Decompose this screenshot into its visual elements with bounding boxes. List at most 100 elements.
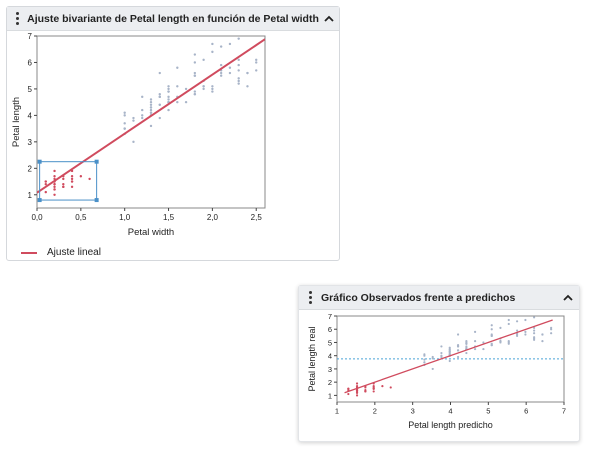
data-point bbox=[423, 361, 426, 364]
bivariate-fit-panel: Ajuste bivariante de Petal length en fun… bbox=[6, 6, 340, 261]
data-point bbox=[550, 326, 553, 330]
data-point bbox=[237, 58, 240, 62]
data-point bbox=[193, 90, 197, 93]
data-point bbox=[440, 354, 443, 357]
data-point bbox=[490, 334, 493, 337]
observed-vs-predicted-chart[interactable]: 1 2 3 4 5 6 7 1 2 3 4 5 6 7 Petal length predicho Petal… bbox=[299, 310, 579, 442]
data-point bbox=[167, 85, 170, 88]
data-point bbox=[533, 332, 536, 335]
data-point bbox=[440, 345, 443, 348]
data-point bbox=[490, 344, 493, 347]
data-point bbox=[167, 95, 170, 99]
data-point bbox=[482, 341, 485, 344]
data-point bbox=[202, 87, 205, 91]
y-tick-label: 7 bbox=[328, 312, 332, 321]
data-point bbox=[550, 332, 553, 335]
selection-handle bbox=[94, 159, 99, 164]
chart-legend: Ajuste lineal bbox=[21, 247, 101, 258]
x-tick-label: 2,5 bbox=[251, 213, 263, 222]
data-point bbox=[211, 50, 214, 54]
data-point bbox=[490, 324, 493, 327]
data-point bbox=[167, 90, 170, 93]
data-point bbox=[246, 85, 249, 88]
x-tick-label: 1,5 bbox=[163, 213, 175, 222]
y-tick-label: 7 bbox=[28, 32, 33, 41]
observed-vs-predicted-panel: Gráfico Observados frente a predichos 1 2… bbox=[298, 285, 580, 442]
chevron-up-icon[interactable] bbox=[557, 286, 579, 309]
data-point bbox=[141, 108, 144, 112]
x-tick-label: 6 bbox=[524, 407, 528, 416]
data-point bbox=[228, 71, 232, 75]
data-point bbox=[431, 357, 434, 360]
data-point bbox=[211, 85, 214, 88]
x-tick-label: 5 bbox=[486, 407, 490, 416]
data-point bbox=[237, 79, 240, 83]
y-tick-label: 4 bbox=[328, 352, 332, 361]
fit-line bbox=[344, 319, 553, 394]
highlighted-point bbox=[70, 175, 74, 178]
vertical-ellipsis-icon[interactable] bbox=[299, 291, 321, 304]
y-tick-label: 3 bbox=[328, 365, 332, 374]
data-point bbox=[176, 85, 179, 88]
data-point bbox=[123, 127, 126, 130]
highlighted-point bbox=[53, 185, 56, 189]
data-point bbox=[193, 93, 197, 96]
highlighted-point bbox=[79, 175, 83, 178]
bivariate-scatter-chart[interactable]: 1 2 3 4 5 6 7 0,0 0,5 1,0 1,5 2,0 2,5 Petal width Peta… bbox=[7, 31, 339, 241]
highlighted-point bbox=[62, 185, 65, 189]
chevron-up-icon[interactable] bbox=[319, 7, 339, 30]
data-point bbox=[533, 338, 536, 341]
data-point bbox=[237, 82, 240, 85]
data-point bbox=[465, 351, 468, 355]
selection-handle bbox=[94, 198, 99, 203]
data-point bbox=[440, 351, 443, 355]
legend-label: Ajuste lineal bbox=[47, 247, 101, 258]
data-point bbox=[158, 116, 161, 120]
panel-header: Gráfico Observados frente a predichos bbox=[299, 286, 579, 310]
highlighted-point bbox=[381, 385, 384, 388]
data-point bbox=[246, 71, 249, 75]
data-point bbox=[167, 108, 170, 112]
data-point bbox=[515, 333, 519, 336]
highlighted-point bbox=[355, 391, 359, 394]
highlighted-point bbox=[347, 392, 350, 396]
y-tick-label: 6 bbox=[328, 325, 332, 334]
y-tick-label: 6 bbox=[28, 58, 33, 67]
x-tick-label: 2,0 bbox=[207, 213, 219, 222]
highlighted-point bbox=[53, 193, 56, 196]
highlighted-point bbox=[44, 182, 47, 186]
data-point bbox=[456, 355, 460, 359]
data-point bbox=[237, 77, 240, 80]
highlighted-point bbox=[53, 169, 56, 173]
data-point bbox=[132, 116, 135, 120]
y-tick-label: 1 bbox=[28, 191, 33, 200]
highlighted-point bbox=[53, 188, 56, 191]
data-point bbox=[149, 103, 153, 107]
data-point bbox=[219, 45, 223, 48]
data-point bbox=[202, 58, 205, 62]
highlighted-point bbox=[53, 175, 56, 178]
data-point bbox=[193, 71, 197, 75]
data-point bbox=[123, 122, 126, 125]
highlighted-point bbox=[53, 182, 56, 186]
data-point bbox=[141, 95, 144, 99]
highlighted-point bbox=[355, 394, 359, 397]
data-point bbox=[237, 63, 240, 67]
y-tick-label: 1 bbox=[328, 391, 332, 400]
vertical-ellipsis-icon[interactable] bbox=[7, 12, 27, 25]
data-point bbox=[228, 66, 232, 69]
data-point bbox=[219, 63, 223, 67]
data-point bbox=[482, 347, 485, 351]
data-point bbox=[524, 333, 527, 336]
data-point bbox=[123, 114, 126, 117]
y-tick-label: 5 bbox=[328, 338, 332, 347]
data-point bbox=[219, 74, 223, 77]
data-point bbox=[149, 111, 153, 114]
highlighted-point bbox=[62, 177, 65, 181]
highlighted-point bbox=[44, 190, 47, 194]
data-point bbox=[541, 333, 544, 336]
data-point bbox=[533, 329, 536, 332]
data-point bbox=[193, 61, 197, 64]
data-point bbox=[423, 353, 426, 356]
data-point bbox=[456, 349, 460, 352]
